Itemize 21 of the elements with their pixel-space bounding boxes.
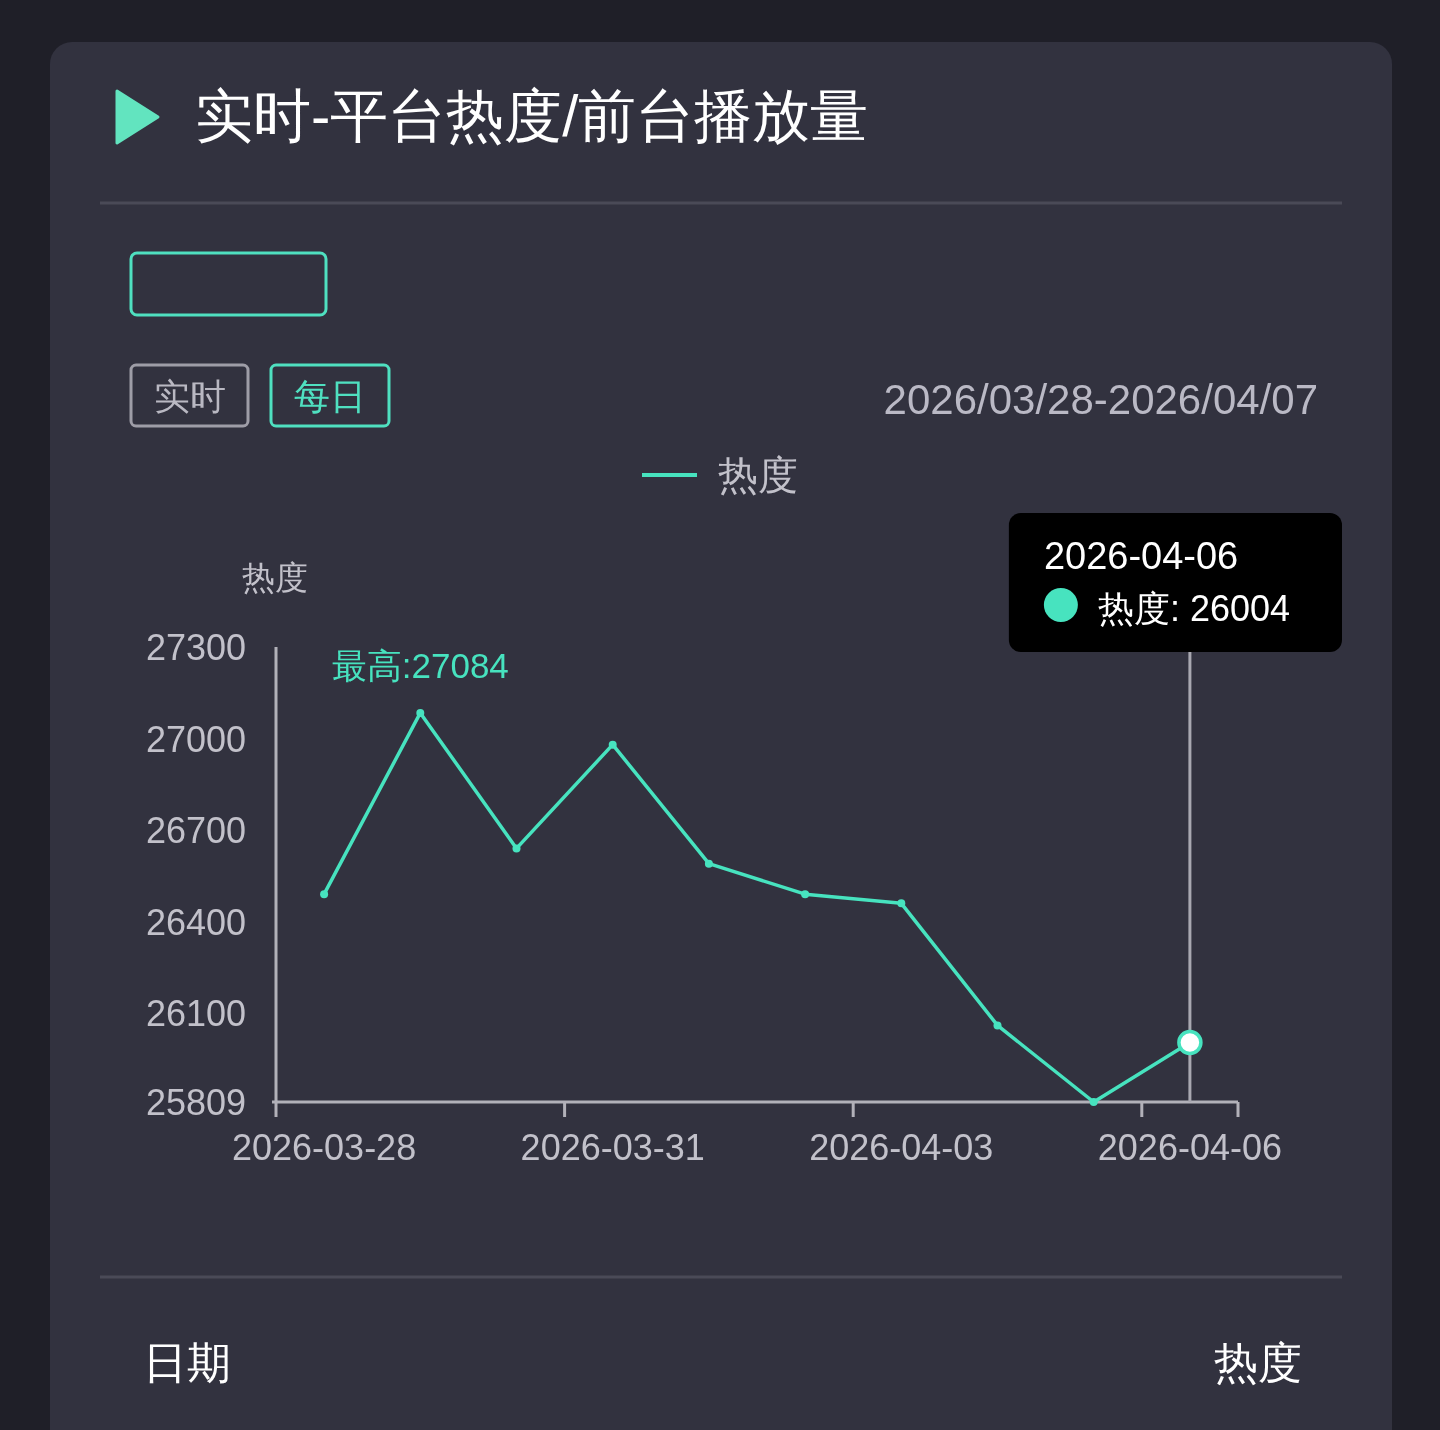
x-tick-label: 2026-03-31: [520, 1126, 705, 1168]
button-label: 实时: [153, 375, 226, 416]
legend-label: 热度: [718, 453, 798, 497]
y-tick-label: 27300: [145, 626, 246, 668]
y-axis-title: 热度: [242, 558, 308, 596]
button-label: 每日: [294, 375, 366, 416]
y-tick-label: 27000: [145, 718, 246, 760]
tooltip-title: 2026-04-06: [1043, 535, 1239, 577]
tooltip-text: 热度: 26004: [1097, 587, 1290, 629]
x-tick-label: 2026-03-28: [232, 1126, 417, 1168]
annotation: 2026/03/28-2026/04/07: [883, 375, 1318, 423]
y-tick-label: 26700: [145, 809, 246, 851]
x-tick-label: 2026-04-06: [1097, 1126, 1282, 1168]
data-label: 最高:27084: [331, 645, 509, 685]
y-tick-label: 26400: [145, 901, 246, 943]
annotation: 热度: [1214, 1337, 1302, 1387]
x-tick-label: 2026-04-03: [809, 1126, 994, 1168]
y-tick-label: 25809: [145, 1081, 246, 1123]
title: 实时-平台热度/前台播放量: [195, 82, 869, 148]
annotation: 日期: [143, 1337, 231, 1387]
y-tick-label: 26100: [145, 992, 246, 1034]
